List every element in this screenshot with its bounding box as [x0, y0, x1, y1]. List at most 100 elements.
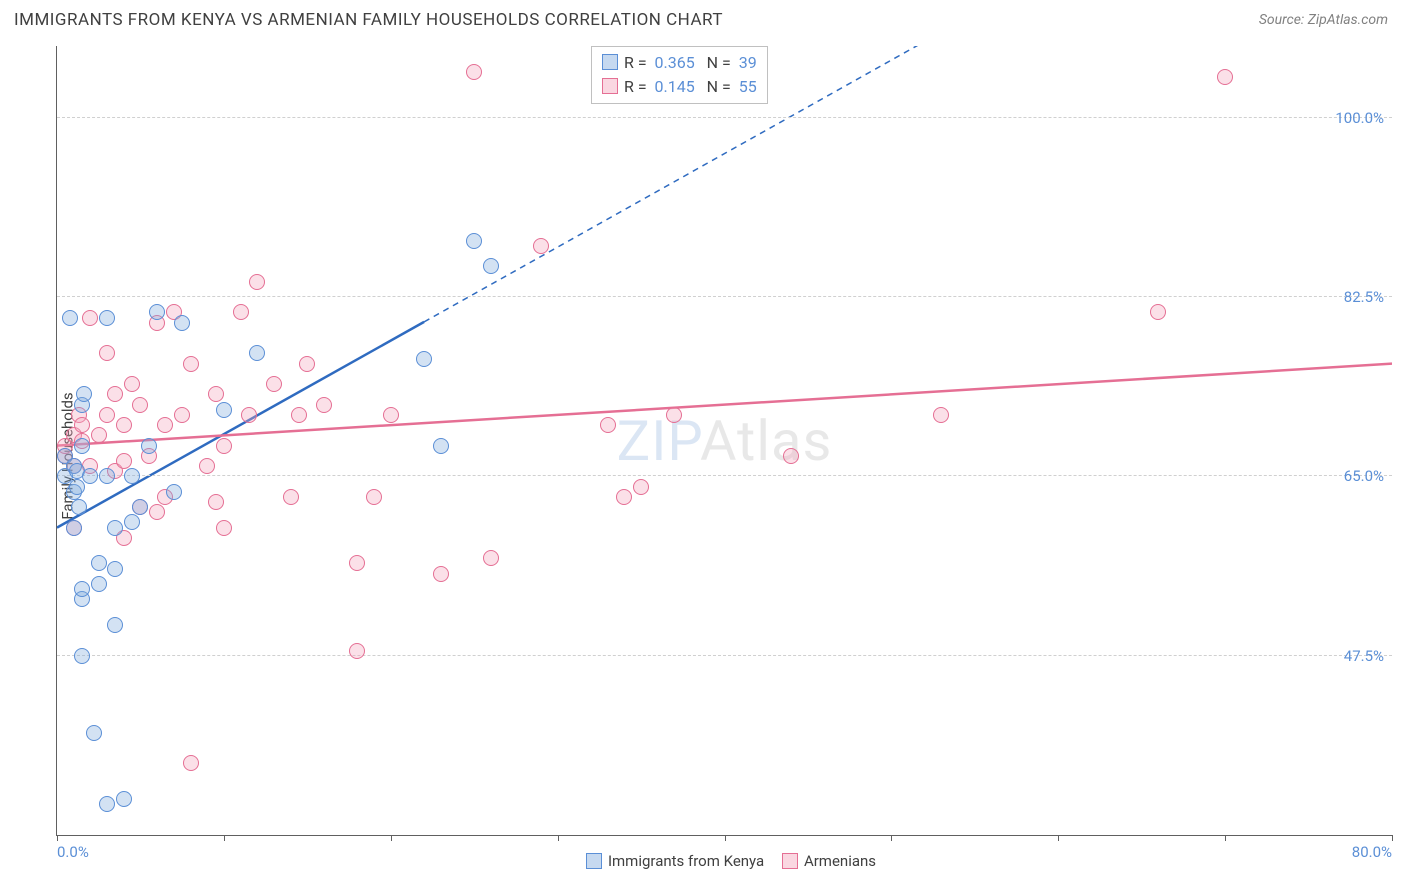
data-point	[86, 725, 102, 741]
data-point	[174, 315, 190, 331]
data-point	[124, 468, 140, 484]
data-point	[216, 520, 232, 536]
data-point	[82, 310, 98, 326]
data-point	[933, 407, 949, 423]
data-point	[266, 376, 282, 392]
data-point	[174, 407, 190, 423]
x-tick	[57, 835, 58, 841]
chart-area: Family Households ZIPAtlas R = 0.365 N =…	[14, 46, 1392, 866]
data-point	[71, 499, 87, 515]
data-point	[241, 407, 257, 423]
legend-swatch-pink-icon	[782, 853, 798, 869]
data-point	[132, 499, 148, 515]
gridline-h	[57, 655, 1392, 656]
data-point	[74, 648, 90, 664]
data-point	[74, 417, 90, 433]
data-point	[433, 438, 449, 454]
watermark-zip: ZIP	[617, 408, 700, 474]
data-point	[299, 356, 315, 372]
swatch-pink-icon	[602, 78, 618, 94]
data-point	[107, 617, 123, 633]
data-point	[149, 504, 165, 520]
data-point	[349, 643, 365, 659]
data-point	[616, 489, 632, 505]
n-value-armenians: 55	[739, 77, 757, 96]
data-point	[74, 581, 90, 597]
data-point	[91, 427, 107, 443]
data-point	[132, 397, 148, 413]
y-tick-label: 47.5%	[1344, 647, 1384, 665]
data-point	[124, 514, 140, 530]
x-tick	[558, 835, 559, 841]
data-point	[91, 576, 107, 592]
data-point	[107, 520, 123, 536]
chart-title: IMMIGRANTS FROM KENYA VS ARMENIAN FAMILY…	[14, 10, 723, 30]
n-value-kenya: 39	[739, 53, 757, 72]
data-point	[216, 402, 232, 418]
data-point	[208, 386, 224, 402]
data-point	[466, 64, 482, 80]
data-point	[99, 345, 115, 361]
x-tick	[725, 835, 726, 841]
data-point	[433, 566, 449, 582]
trend-lines	[57, 46, 1392, 835]
x-tick	[224, 835, 225, 841]
data-point	[76, 386, 92, 402]
data-point	[107, 386, 123, 402]
data-point	[124, 376, 140, 392]
legend-label-kenya: Immigrants from Kenya	[608, 852, 764, 870]
data-point	[66, 520, 82, 536]
data-point	[1217, 69, 1233, 85]
stats-row-kenya: R = 0.365 N = 39	[602, 51, 757, 75]
data-point	[316, 397, 332, 413]
data-point	[82, 468, 98, 484]
data-point	[99, 468, 115, 484]
data-point	[99, 796, 115, 812]
source-label: Source: ZipAtlas.com	[1259, 12, 1388, 28]
data-point	[183, 755, 199, 771]
data-point	[1150, 304, 1166, 320]
data-point	[466, 233, 482, 249]
data-point	[183, 356, 199, 372]
swatch-blue-icon	[602, 54, 618, 70]
data-point	[483, 550, 499, 566]
data-point	[249, 274, 265, 290]
x-tick	[1392, 835, 1393, 841]
data-point	[783, 448, 799, 464]
data-point	[249, 345, 265, 361]
data-point	[633, 479, 649, 495]
data-point	[483, 258, 499, 274]
data-point	[99, 310, 115, 326]
data-point	[366, 489, 382, 505]
y-tick-label: 100.0%	[1335, 109, 1384, 127]
gridline-h	[57, 296, 1392, 297]
data-point	[74, 438, 90, 454]
data-point	[69, 479, 85, 495]
r-value-kenya: 0.365	[655, 53, 695, 72]
legend-swatch-blue-icon	[586, 853, 602, 869]
stats-legend: R = 0.365 N = 39 R = 0.145 N = 55	[591, 46, 768, 104]
legend-label-armenians: Armenians	[804, 852, 876, 870]
data-point	[116, 417, 132, 433]
legend-bottom: Immigrants from Kenya Armenians	[56, 852, 1392, 870]
watermark: ZIPAtlas	[617, 408, 833, 474]
data-point	[291, 407, 307, 423]
r-value-armenians: 0.145	[655, 77, 695, 96]
data-point	[116, 453, 132, 469]
x-tick	[1225, 835, 1226, 841]
x-tick	[391, 835, 392, 841]
data-point	[149, 304, 165, 320]
data-point	[141, 438, 157, 454]
data-point	[166, 484, 182, 500]
data-point	[600, 417, 616, 433]
watermark-atlas: Atlas	[700, 408, 832, 474]
data-point	[157, 417, 173, 433]
data-point	[666, 407, 682, 423]
data-point	[349, 555, 365, 571]
data-point	[116, 791, 132, 807]
data-point	[91, 555, 107, 571]
y-tick-label: 65.0%	[1344, 467, 1384, 485]
data-point	[199, 458, 215, 474]
stats-row-armenians: R = 0.145 N = 55	[602, 75, 757, 99]
data-point	[416, 351, 432, 367]
